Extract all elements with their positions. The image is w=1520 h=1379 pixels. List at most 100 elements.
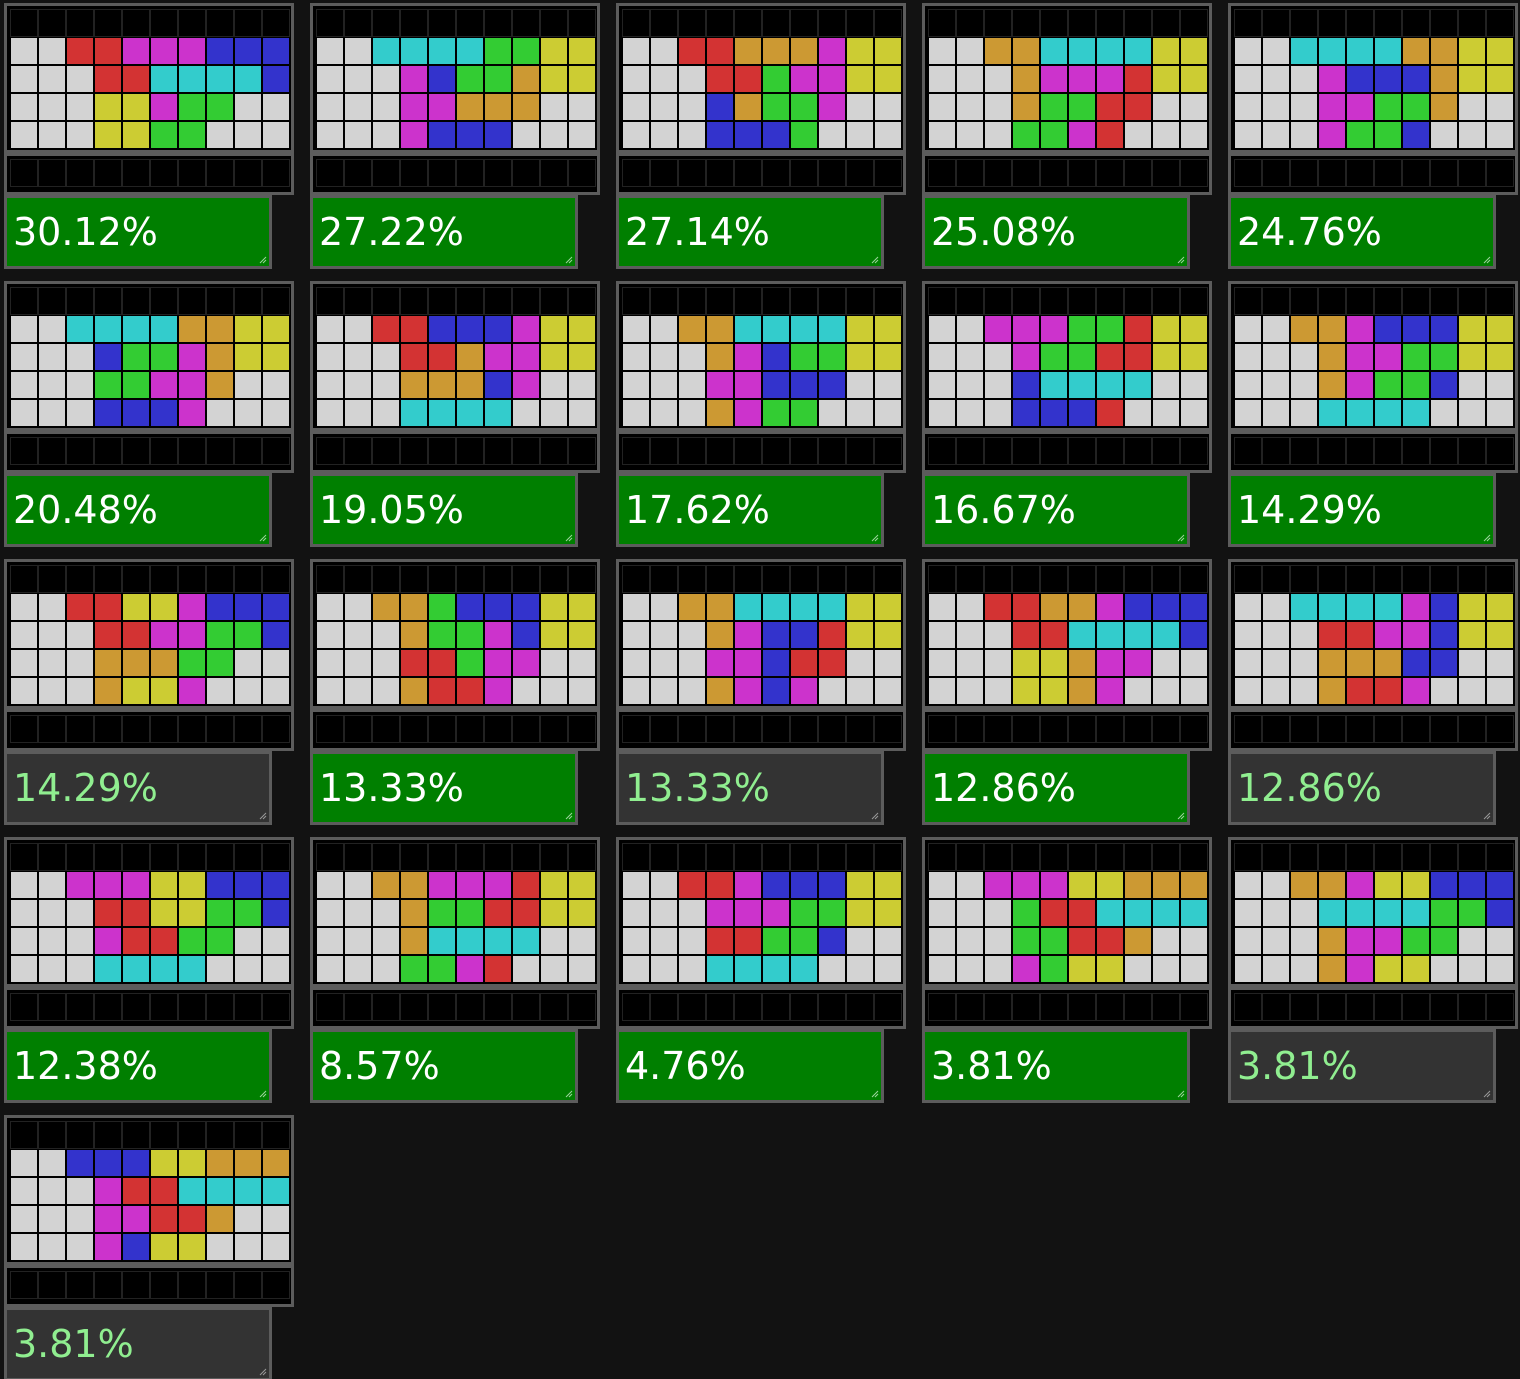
board-cell	[316, 287, 344, 315]
percentage-button[interactable]: 13.33%	[616, 751, 884, 825]
board-cell	[373, 650, 399, 676]
hold-cell	[122, 159, 150, 187]
board-cell	[485, 872, 511, 898]
board-cell	[151, 928, 177, 954]
percentage-button[interactable]: 3.81%	[1228, 1029, 1496, 1103]
board-cell	[1263, 122, 1289, 148]
percentage-button[interactable]: 16.67%	[922, 473, 1190, 547]
board-cell	[623, 622, 649, 648]
percentage-button[interactable]: 19.05%	[310, 473, 578, 547]
board-cell	[39, 1178, 65, 1204]
board-cell	[735, 900, 761, 926]
percentage-button[interactable]: 24.76%	[1228, 195, 1496, 269]
board-cell	[735, 94, 761, 120]
board-cell	[707, 344, 733, 370]
board-cell	[345, 400, 371, 426]
board-cell	[875, 400, 901, 426]
percentage-button[interactable]: 12.86%	[1228, 751, 1496, 825]
board-cell	[95, 316, 121, 342]
board-cell	[540, 565, 568, 593]
board-cell	[485, 38, 511, 64]
board-cell	[1431, 622, 1457, 648]
board-cell	[1125, 66, 1151, 92]
board-cell	[1375, 38, 1401, 64]
board-cell	[150, 843, 178, 871]
board-cell	[207, 400, 233, 426]
percentage-button[interactable]: 17.62%	[616, 473, 884, 547]
percentage-label: 3.81%	[931, 1044, 1052, 1088]
board-cell	[95, 372, 121, 398]
hold-cell	[456, 159, 484, 187]
board-cell	[123, 1150, 149, 1176]
board-cell	[541, 650, 567, 676]
percentage-button[interactable]: 14.29%	[1228, 473, 1496, 547]
board-cell	[317, 622, 343, 648]
board-cell	[651, 66, 677, 92]
board-cell	[763, 400, 789, 426]
board-cell	[818, 287, 846, 315]
board-cell	[401, 650, 427, 676]
board-cell	[39, 1150, 65, 1176]
percentage-button[interactable]: 20.48%	[4, 473, 272, 547]
board-cell	[485, 344, 511, 370]
hold-row	[310, 709, 600, 751]
board-cell	[151, 956, 177, 982]
board-cell	[791, 650, 817, 676]
board-cell	[1097, 66, 1123, 92]
board-cell	[1263, 650, 1289, 676]
percentage-button[interactable]: 12.86%	[922, 751, 1190, 825]
board-cell	[1319, 400, 1345, 426]
board-cell	[1235, 872, 1261, 898]
board-cell	[66, 9, 94, 37]
board-cell	[956, 287, 984, 315]
percentage-button[interactable]: 14.29%	[4, 751, 272, 825]
board-cell	[317, 650, 343, 676]
board-cell	[1263, 372, 1289, 398]
board-cell	[1346, 843, 1374, 871]
percentage-button[interactable]: 4.76%	[616, 1029, 884, 1103]
hold-cell	[344, 993, 372, 1021]
board-cell	[763, 344, 789, 370]
board-cell	[678, 287, 706, 315]
hold-cell	[1180, 437, 1208, 465]
board-cell	[985, 956, 1011, 982]
board-cell	[1486, 287, 1514, 315]
hold-cell	[734, 993, 762, 1021]
board-cell	[651, 94, 677, 120]
hold-cell	[650, 993, 678, 1021]
hold-cell	[1486, 993, 1514, 1021]
board-cell	[1318, 9, 1346, 37]
board-cell	[95, 38, 121, 64]
board-cell	[67, 38, 93, 64]
percentage-button[interactable]: 13.33%	[310, 751, 578, 825]
hold-cell	[456, 715, 484, 743]
percentage-button[interactable]: 3.81%	[4, 1307, 272, 1379]
board-cell	[207, 1206, 233, 1232]
board-cell	[1347, 678, 1373, 704]
percentage-button[interactable]: 30.12%	[4, 195, 272, 269]
hold-cell	[94, 1271, 122, 1299]
board-cell	[650, 287, 678, 315]
hold-cell	[846, 159, 874, 187]
board-cell	[1290, 565, 1318, 593]
board-cell	[1041, 650, 1067, 676]
percentage-button[interactable]: 3.81%	[922, 1029, 1190, 1103]
percentage-button[interactable]: 27.22%	[310, 195, 578, 269]
hold-cell	[10, 715, 38, 743]
percentage-button[interactable]: 12.38%	[4, 1029, 272, 1103]
board-cell	[1013, 94, 1039, 120]
hold-cell	[1234, 437, 1262, 465]
board-cell	[985, 650, 1011, 676]
hold-cell	[762, 715, 790, 743]
hold-cell	[316, 715, 344, 743]
board-cell	[985, 928, 1011, 954]
board-cell	[1431, 94, 1457, 120]
percentage-button[interactable]: 8.57%	[310, 1029, 578, 1103]
percentage-button[interactable]: 27.14%	[616, 195, 884, 269]
board-cell	[1487, 928, 1513, 954]
board-cell	[235, 1206, 261, 1232]
board-cell	[429, 594, 455, 620]
board-cell	[10, 843, 38, 871]
percentage-button[interactable]: 25.08%	[922, 195, 1190, 269]
hold-cell	[150, 159, 178, 187]
